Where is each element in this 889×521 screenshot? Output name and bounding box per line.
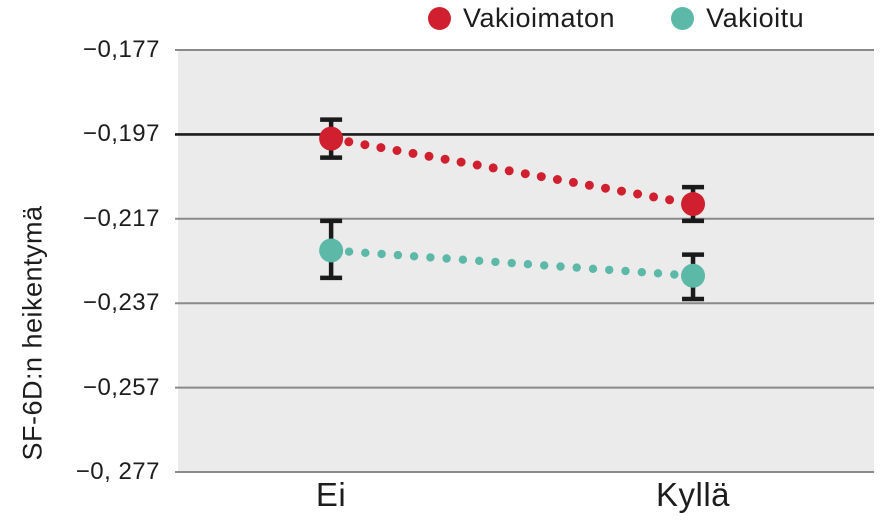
dotted-line-dot — [442, 254, 451, 263]
dotted-line-dot — [424, 151, 434, 161]
dotted-line-dot — [344, 247, 354, 256]
dotted-line-dot — [601, 183, 610, 193]
dotted-line-dot — [360, 140, 370, 150]
legend-marker-vakioimaton-icon — [428, 6, 451, 30]
data-point — [319, 238, 344, 263]
dotted-line-dot — [491, 257, 500, 267]
dotted-line-dot — [426, 253, 435, 262]
dotted-line-dot — [504, 166, 514, 176]
y-tick-label: −0,237 — [82, 289, 160, 317]
legend-label-vakioitu: Vakioitu — [706, 3, 805, 33]
dotted-line-dot — [536, 172, 546, 182]
dotted-line-dot — [637, 268, 646, 277]
dotted-line-dot — [458, 255, 468, 264]
dotted-line-dot — [392, 146, 402, 155]
dotted-line-dot — [665, 195, 675, 205]
dotted-line-dot — [520, 169, 530, 179]
legend-item-vakioitu: Vakioitu — [671, 2, 804, 34]
dotted-line-dot — [472, 160, 482, 170]
dotted-line-dot — [584, 180, 594, 190]
y-tick-label: −0,177 — [82, 36, 160, 63]
dotted-line-dot — [605, 265, 614, 275]
data-point — [681, 263, 706, 288]
legend-label-vakioimaton: Vakioimaton — [463, 3, 616, 33]
dotted-line-dot — [361, 248, 370, 257]
dotted-line-dot — [523, 260, 533, 269]
x-tick-label-kylla: Kyllä — [655, 476, 731, 513]
dotted-line-dot — [633, 189, 643, 199]
dotted-line-dot — [621, 266, 630, 276]
dotted-line-dot — [456, 157, 466, 167]
y-tick-label: −0,197 — [82, 120, 160, 148]
x-tick-label-ei: Ei — [315, 476, 347, 513]
legend-marker-vakioitu-icon — [671, 6, 695, 30]
legend: Vakioimaton Vakioitu — [428, 2, 804, 34]
dotted-line-dot — [572, 263, 581, 272]
dotted-line-dot — [649, 192, 659, 202]
y-axis-title: SF-6D:n heikentymä — [17, 205, 48, 461]
dotted-line-dot — [344, 137, 354, 147]
dotted-line-dot — [507, 258, 516, 268]
dotted-line-dot — [488, 163, 498, 173]
dotted-line-dot — [653, 269, 663, 278]
dotted-line-dot — [475, 256, 484, 265]
dotted-line-dot — [393, 250, 403, 260]
dotted-line-dot — [552, 175, 562, 184]
dotted-line-dot — [556, 262, 565, 271]
dotted-line-dot — [408, 148, 418, 158]
y-tick-label: −0,217 — [82, 204, 160, 232]
dotted-line-dot — [670, 270, 679, 279]
dotted-line-dot — [588, 264, 598, 273]
dotted-line-dot — [568, 177, 578, 187]
dotted-line-dot — [409, 252, 419, 261]
dotted-line-dot — [377, 249, 386, 259]
dotted-line-dot — [376, 143, 386, 153]
y-tick-label: −0,257 — [82, 373, 160, 401]
data-point — [681, 192, 706, 217]
dotted-line-dot — [440, 154, 450, 164]
dotted-line-dot — [540, 261, 549, 270]
data-point — [319, 126, 344, 151]
dotted-line-dot — [617, 186, 626, 196]
legend-item-vakioimaton: Vakioimaton — [428, 2, 615, 34]
y-tick-label: −0, 277 — [75, 458, 160, 485]
